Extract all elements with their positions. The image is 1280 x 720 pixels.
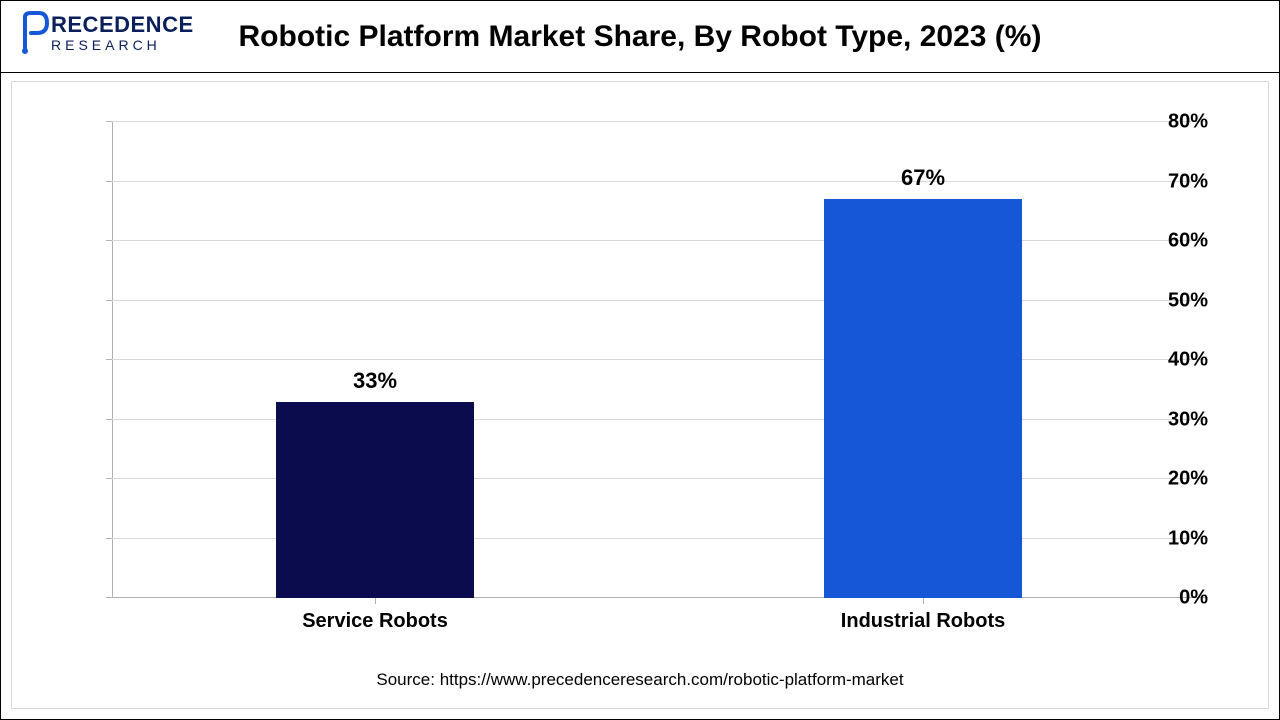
logo-line2: RESEARCH xyxy=(51,38,194,52)
grid-line xyxy=(112,121,1208,122)
y-tick-mark xyxy=(106,181,112,182)
outer-frame: RECEDENCE RESEARCH Robotic Platform Mark… xyxy=(0,0,1280,720)
grid-line xyxy=(112,359,1208,360)
y-tick-mark xyxy=(106,419,112,420)
y-tick-mark xyxy=(106,240,112,241)
y-tick-label: 80% xyxy=(1153,111,1208,134)
y-tick-mark xyxy=(106,300,112,301)
y-tick-label: 60% xyxy=(1153,230,1208,253)
x-tick-mark xyxy=(923,598,924,604)
grid-line xyxy=(112,240,1208,241)
y-tick-mark xyxy=(106,121,112,122)
y-axis-line xyxy=(112,122,113,598)
logo-text: RECEDENCE RESEARCH xyxy=(51,14,194,52)
y-tick-label: 30% xyxy=(1153,408,1208,431)
bar-value-label: 67% xyxy=(823,165,1023,191)
grid-line xyxy=(112,181,1208,182)
logo-line1: RECEDENCE xyxy=(51,14,194,36)
bar-value-label: 33% xyxy=(275,368,475,394)
y-tick-mark xyxy=(106,538,112,539)
brand-logo: RECEDENCE RESEARCH xyxy=(19,11,194,55)
y-tick-mark xyxy=(106,359,112,360)
x-tick-mark xyxy=(375,598,376,604)
y-tick-label: 70% xyxy=(1153,170,1208,193)
y-tick-label: 0% xyxy=(1153,587,1208,610)
y-tick-label: 10% xyxy=(1153,527,1208,550)
y-tick-label: 50% xyxy=(1153,289,1208,312)
y-tick-mark xyxy=(106,597,112,598)
logo-p-icon xyxy=(19,11,49,55)
y-tick-label: 20% xyxy=(1153,468,1208,491)
bar xyxy=(824,199,1021,598)
bar xyxy=(276,402,473,598)
header-bar: RECEDENCE RESEARCH Robotic Platform Mark… xyxy=(1,1,1279,73)
x-category-label: Industrial Robots xyxy=(773,610,1073,633)
chart-body: 0% 10% 20% 30% 40% 50% 60% 70% 80% 33% Service Rob… xyxy=(11,81,1269,709)
y-tick-mark xyxy=(106,478,112,479)
source-text: Source: https://www.precedenceresearch.c… xyxy=(12,670,1268,690)
y-tick-label: 40% xyxy=(1153,349,1208,372)
plot-area: 0%10%20%30%40%50%60%70%80%33%Service Rob… xyxy=(112,122,1208,598)
grid-line xyxy=(112,300,1208,301)
x-category-label: Service Robots xyxy=(225,610,525,633)
